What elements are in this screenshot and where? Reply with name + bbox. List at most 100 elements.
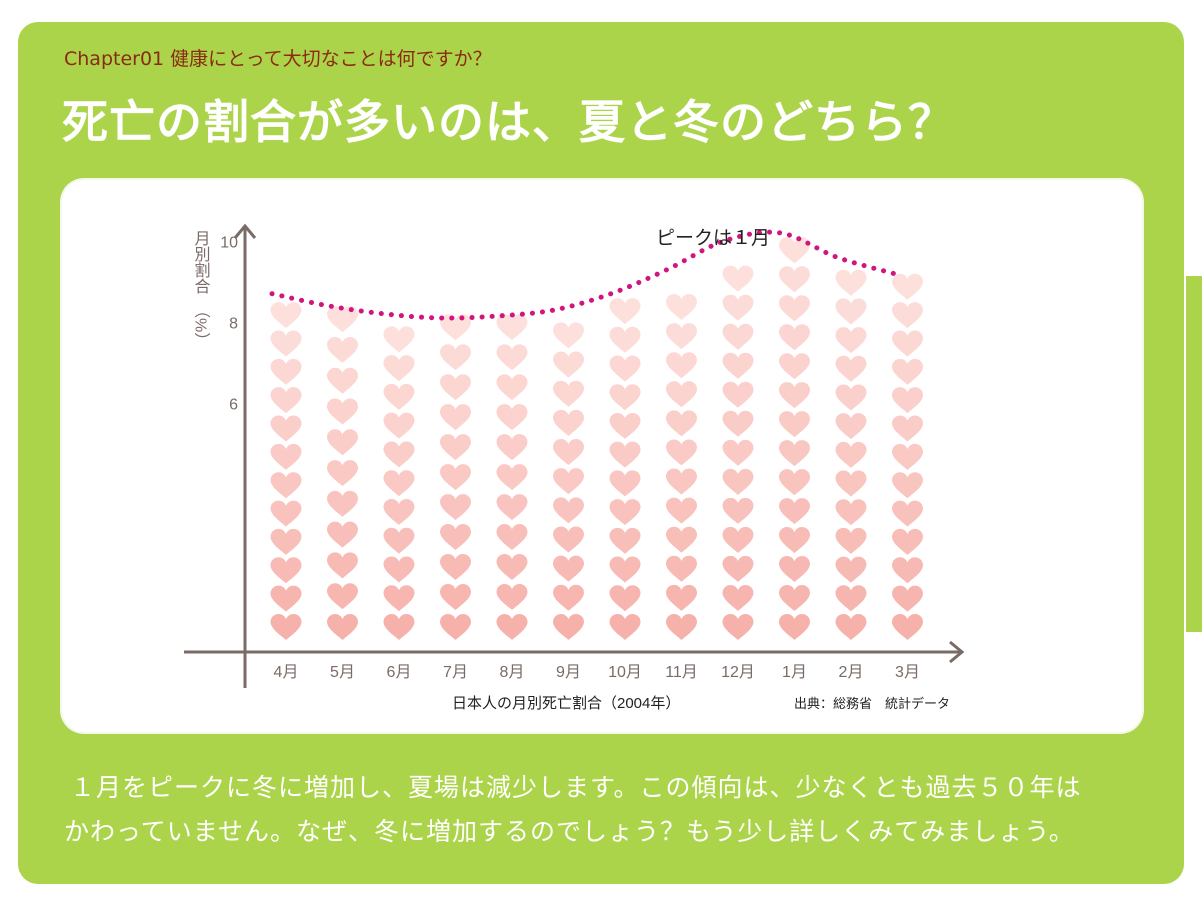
heart-marker <box>270 443 302 470</box>
x-tick-label: 10月 <box>608 664 642 681</box>
heart-bars <box>270 237 923 640</box>
heart-marker <box>835 327 867 354</box>
heart-marker <box>835 470 867 497</box>
heart-marker <box>892 585 923 612</box>
heart-marker <box>892 528 923 555</box>
heart-marker <box>496 613 528 640</box>
description-line-1: １月をピークに冬に増加し、夏場は減少します。この傾向は、少なくとも過去５０年は <box>70 773 1082 802</box>
heart-marker <box>892 415 923 442</box>
heart-marker <box>327 336 358 363</box>
heart-marker <box>327 583 358 610</box>
heart-marker <box>553 351 584 378</box>
heart-marker <box>779 440 810 467</box>
heart-marker <box>722 468 754 495</box>
heart-marker <box>666 381 697 408</box>
heart-marker <box>383 383 415 410</box>
heart-marker <box>327 306 358 333</box>
x-tick-label: 7月 <box>443 664 468 681</box>
bar-7月 <box>440 314 471 640</box>
heart-marker <box>327 613 358 640</box>
heart-marker <box>327 398 358 425</box>
x-tick-label: 9月 <box>556 664 581 681</box>
heart-marker <box>779 613 810 640</box>
heart-marker <box>666 352 697 379</box>
heart-marker <box>496 344 528 371</box>
heart-marker <box>553 409 584 436</box>
heart-marker <box>779 469 810 496</box>
heart-marker <box>496 464 528 491</box>
heart-marker <box>892 330 923 357</box>
heart-marker <box>553 322 584 349</box>
heart-marker <box>609 384 641 411</box>
heart-marker <box>553 613 584 640</box>
heart-marker <box>327 367 358 394</box>
heart-marker <box>609 298 641 325</box>
heart-marker <box>440 554 471 581</box>
trend-line <box>269 229 896 321</box>
heart-marker <box>666 613 697 640</box>
heart-marker <box>609 556 641 583</box>
heart-marker <box>553 555 584 582</box>
heart-marker <box>835 441 867 468</box>
heart-marker <box>835 413 867 440</box>
heart-marker <box>779 353 810 380</box>
heart-marker <box>270 330 302 357</box>
heart-marker <box>779 411 810 438</box>
y-axis-label: 月別割合 （%） <box>192 230 211 348</box>
heart-marker <box>835 585 867 612</box>
y-axis-arrow <box>233 223 257 239</box>
heart-marker <box>327 552 358 579</box>
heart-marker <box>496 494 528 521</box>
heart-marker <box>327 521 358 548</box>
bar-4月 <box>270 302 302 640</box>
heart-marker <box>440 344 471 371</box>
chart: 10 8 6 4月 5月 6月 7月 8月 9月 10月 11月 12月 1月 2月 3月 月別割合 （%… <box>184 223 965 712</box>
x-tick-label: 11月 <box>665 664 698 681</box>
heart-marker <box>383 441 415 468</box>
y-tick-labels: 10 8 6 <box>220 234 238 413</box>
heart-marker <box>553 526 584 553</box>
heart-marker <box>666 584 697 611</box>
heart-marker <box>553 380 584 407</box>
heart-marker <box>270 472 302 499</box>
heart-marker <box>327 460 358 487</box>
bar-5月 <box>327 306 358 640</box>
heart-marker <box>722 613 754 640</box>
heart-marker <box>722 526 754 553</box>
heart-marker <box>666 526 697 553</box>
heart-marker <box>779 237 810 264</box>
x-axis-arrow <box>949 640 965 664</box>
heart-marker <box>327 429 358 456</box>
x-tick-label: 3月 <box>895 664 920 681</box>
bar-3月 <box>892 273 923 640</box>
heart-marker <box>496 584 528 610</box>
x-tick-label: 8月 <box>500 664 525 681</box>
x-tick-label: 2月 <box>839 664 864 681</box>
chart-card: 10 8 6 4月 5月 6月 7月 8月 9月 10月 11月 12月 1月 2月 3月 月別割合 （%… <box>62 180 1142 732</box>
heart-marker <box>722 584 754 611</box>
heart-marker <box>779 584 810 611</box>
heart-marker <box>892 500 923 527</box>
heart-marker <box>270 415 302 442</box>
bar-8月 <box>496 314 528 640</box>
x-tick-label: 4月 <box>274 664 299 681</box>
heart-marker <box>835 355 867 382</box>
heart-marker <box>496 554 528 581</box>
bar-1月 <box>779 237 810 640</box>
heart-marker <box>270 585 302 612</box>
heart-marker <box>496 374 528 401</box>
heart-marker <box>440 374 471 401</box>
heart-marker <box>892 443 923 470</box>
heart-marker <box>383 585 415 612</box>
heart-marker <box>609 355 641 382</box>
chart-source: 出典：総務省 統計データ <box>794 696 950 711</box>
heart-marker <box>440 494 471 521</box>
heart-marker <box>270 557 302 584</box>
heart-marker <box>892 273 923 300</box>
heart-marker <box>383 326 415 353</box>
heart-marker <box>270 613 302 640</box>
heart-marker <box>835 527 867 554</box>
heart-marker <box>440 524 471 551</box>
heart-marker <box>383 355 415 382</box>
heart-marker <box>666 468 697 495</box>
